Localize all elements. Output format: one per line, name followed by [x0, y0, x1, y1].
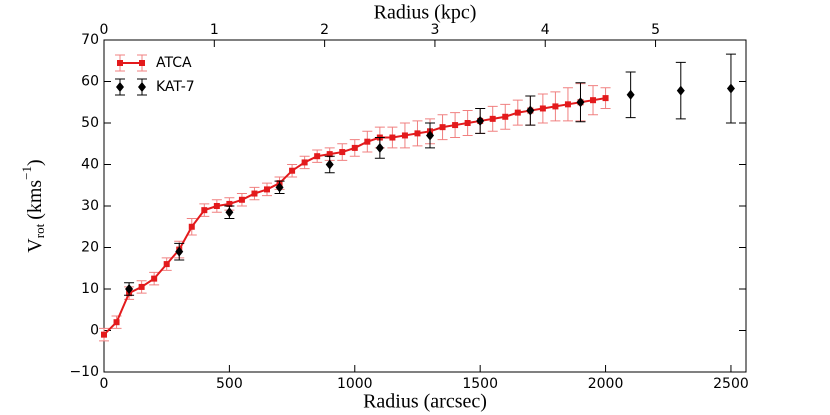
marker: [590, 97, 597, 104]
marker: [301, 159, 308, 166]
marker: [201, 207, 208, 214]
marker: [264, 186, 271, 193]
y-tick-label: 10: [81, 281, 99, 297]
y-label-close: ): [24, 159, 46, 166]
y-tick-label: 0: [90, 323, 99, 339]
marker: [389, 134, 396, 141]
x-tick-label: 1000: [337, 376, 373, 392]
x-tick-label: 500: [216, 376, 243, 392]
marker: [138, 82, 146, 92]
marker: [116, 82, 124, 92]
x2-tick-label: 1: [210, 22, 219, 38]
marker: [175, 246, 184, 257]
marker: [476, 115, 485, 126]
marker: [326, 151, 333, 158]
marker: [452, 122, 459, 129]
marker: [676, 85, 685, 96]
y-tick-label: 30: [81, 198, 99, 214]
marker: [364, 138, 371, 145]
marker: [564, 101, 571, 108]
marker: [539, 105, 546, 112]
x2-tick-label: 3: [430, 22, 439, 38]
marker: [401, 132, 408, 139]
marker: [552, 103, 559, 110]
x2-tick-label: 4: [541, 22, 550, 38]
marker: [339, 149, 346, 156]
y-tick-label: 60: [81, 74, 99, 90]
marker: [576, 97, 585, 108]
x2-axis-label: Radius (kpc): [374, 2, 477, 24]
y-tick-label: −10: [69, 364, 99, 380]
marker: [225, 207, 234, 218]
x-tick-label: 1500: [462, 376, 498, 392]
legend-label: ATCA: [156, 55, 192, 71]
marker: [426, 130, 435, 141]
x2-tick-label: 2: [320, 22, 329, 38]
marker: [464, 120, 471, 126]
marker: [101, 331, 107, 338]
marker: [113, 319, 120, 326]
y-tick-label: 50: [81, 115, 99, 131]
y-tick-label: 20: [81, 240, 99, 256]
x-axis-label: Radius (arcsec): [363, 391, 487, 413]
marker: [138, 283, 145, 290]
marker: [139, 60, 145, 66]
y-label-sub: rot: [32, 223, 47, 238]
x-tick-label: 2500: [713, 376, 749, 392]
y-label-unit: (kms: [24, 180, 46, 220]
marker: [351, 144, 358, 151]
marker: [213, 203, 220, 209]
x2-tick-label: 5: [651, 22, 660, 38]
marker: [289, 167, 296, 174]
series: [99, 83, 611, 342]
marker: [502, 113, 509, 120]
marker: [626, 89, 635, 100]
marker: [375, 142, 384, 153]
y-label-sup: −1: [19, 166, 34, 180]
marker: [226, 200, 233, 207]
marker: [188, 223, 195, 230]
marker: [526, 105, 535, 116]
x2-tick-label: 0: [100, 22, 109, 38]
marker: [251, 190, 258, 197]
y-axis-label: Vrot (kms−1): [19, 159, 47, 252]
marker: [125, 284, 134, 294]
marker: [514, 109, 521, 116]
legend-label: KAT-7: [156, 79, 195, 95]
plot-frame: [103, 39, 747, 373]
y-label-main: V: [24, 238, 46, 253]
series: [124, 53, 736, 296]
marker: [238, 196, 245, 203]
marker: [414, 130, 421, 137]
marker: [439, 124, 446, 131]
marker: [117, 60, 123, 66]
marker: [314, 153, 321, 160]
series-line: [103, 97, 606, 336]
marker: [151, 275, 158, 282]
y-tick-label: 70: [81, 32, 99, 48]
y-tick-label: 40: [81, 157, 99, 173]
x-tick-label: 0: [100, 376, 109, 392]
marker: [163, 261, 170, 268]
marker: [325, 159, 334, 170]
marker: [489, 115, 496, 122]
x-tick-label: 2000: [588, 376, 624, 392]
marker: [275, 182, 284, 193]
marker: [602, 95, 609, 102]
marker: [726, 83, 735, 94]
